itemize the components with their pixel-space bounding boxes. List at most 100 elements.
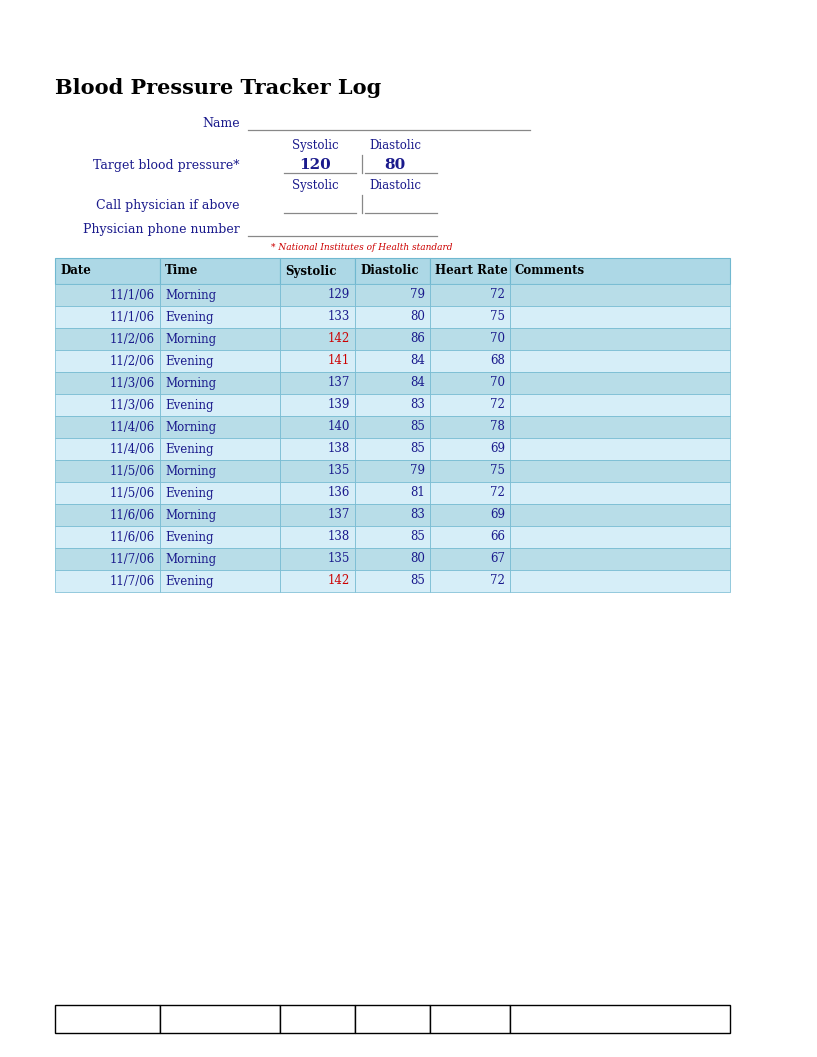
Text: 133: 133 xyxy=(328,311,350,323)
Text: 11/5/06: 11/5/06 xyxy=(109,486,155,500)
Text: Physician phone number: Physician phone number xyxy=(83,223,240,236)
Bar xyxy=(280,526,355,548)
Text: 72: 72 xyxy=(490,486,505,500)
Text: Comments: Comments xyxy=(515,264,585,278)
Text: 85: 85 xyxy=(410,575,425,588)
Text: 72: 72 xyxy=(490,398,505,411)
Text: 11/1/06: 11/1/06 xyxy=(109,311,155,323)
Text: Call physician if above: Call physician if above xyxy=(96,199,240,212)
Text: 85: 85 xyxy=(410,531,425,543)
Text: 68: 68 xyxy=(490,354,505,368)
Text: 140: 140 xyxy=(328,421,350,433)
Bar xyxy=(55,460,160,482)
Text: Morning: Morning xyxy=(165,508,217,521)
Text: 70: 70 xyxy=(490,376,505,389)
Bar xyxy=(160,328,280,350)
Bar xyxy=(160,350,280,372)
Text: 120: 120 xyxy=(299,157,331,172)
Bar xyxy=(160,504,280,526)
Bar xyxy=(355,305,430,328)
Text: 80: 80 xyxy=(410,553,425,565)
Bar xyxy=(55,504,160,526)
Text: 135: 135 xyxy=(328,464,350,478)
Bar xyxy=(55,438,160,460)
Text: Heart Rate: Heart Rate xyxy=(435,264,507,278)
Bar xyxy=(280,394,355,416)
Bar xyxy=(160,526,280,548)
Bar xyxy=(280,570,355,592)
Bar xyxy=(280,482,355,504)
Text: 67: 67 xyxy=(490,553,505,565)
Text: 84: 84 xyxy=(410,354,425,368)
Bar xyxy=(280,372,355,394)
Text: 79: 79 xyxy=(410,464,425,478)
Text: 11/2/06: 11/2/06 xyxy=(109,333,155,346)
Text: Date: Date xyxy=(60,264,91,278)
Bar xyxy=(510,1005,730,1033)
Text: 69: 69 xyxy=(490,443,505,456)
Text: Evening: Evening xyxy=(165,398,213,411)
Bar xyxy=(510,460,730,482)
Bar xyxy=(55,1005,160,1033)
Text: 139: 139 xyxy=(328,398,350,411)
Text: 137: 137 xyxy=(328,508,350,521)
Bar xyxy=(510,504,730,526)
Bar xyxy=(160,394,280,416)
Bar xyxy=(160,438,280,460)
Text: Name: Name xyxy=(203,117,240,130)
Bar xyxy=(160,548,280,570)
Text: 70: 70 xyxy=(490,333,505,346)
Text: 72: 72 xyxy=(490,289,505,301)
Bar xyxy=(55,258,160,284)
Bar xyxy=(355,416,430,438)
Text: 138: 138 xyxy=(328,443,350,456)
Bar xyxy=(510,372,730,394)
Bar xyxy=(430,258,510,284)
Text: Diastolic: Diastolic xyxy=(369,179,421,192)
Text: Evening: Evening xyxy=(165,354,213,368)
Text: 11/3/06: 11/3/06 xyxy=(109,398,155,411)
Text: Systolic: Systolic xyxy=(292,140,338,152)
Bar xyxy=(355,504,430,526)
Text: Evening: Evening xyxy=(165,531,213,543)
Text: Diastolic: Diastolic xyxy=(369,140,421,152)
Bar xyxy=(160,416,280,438)
Text: Evening: Evening xyxy=(165,486,213,500)
Bar xyxy=(510,416,730,438)
Text: Morning: Morning xyxy=(165,464,217,478)
Bar xyxy=(510,258,730,284)
Bar xyxy=(55,305,160,328)
Text: 129: 129 xyxy=(328,289,350,301)
Text: Morning: Morning xyxy=(165,421,217,433)
Bar xyxy=(430,482,510,504)
Bar xyxy=(160,258,280,284)
Text: 86: 86 xyxy=(410,333,425,346)
Text: 78: 78 xyxy=(490,421,505,433)
Bar xyxy=(510,570,730,592)
Text: 135: 135 xyxy=(328,553,350,565)
Text: 83: 83 xyxy=(410,398,425,411)
Text: Systolic: Systolic xyxy=(285,264,337,278)
Bar xyxy=(55,372,160,394)
Bar xyxy=(55,570,160,592)
Text: 11/7/06: 11/7/06 xyxy=(109,553,155,565)
Text: 11/4/06: 11/4/06 xyxy=(109,421,155,433)
Bar xyxy=(160,482,280,504)
Text: Morning: Morning xyxy=(165,376,217,389)
Bar xyxy=(510,328,730,350)
Text: 84: 84 xyxy=(410,376,425,389)
Text: 75: 75 xyxy=(490,311,505,323)
Bar xyxy=(160,284,280,305)
Text: 11/6/06: 11/6/06 xyxy=(109,531,155,543)
Text: 85: 85 xyxy=(410,421,425,433)
Text: 11/2/06: 11/2/06 xyxy=(109,354,155,368)
Text: * National Institutes of Health standard: * National Institutes of Health standard xyxy=(271,243,453,252)
Bar xyxy=(280,438,355,460)
Bar xyxy=(430,328,510,350)
Text: Time: Time xyxy=(165,264,199,278)
Text: Blood Pressure Tracker Log: Blood Pressure Tracker Log xyxy=(55,78,382,98)
Bar xyxy=(160,305,280,328)
Bar xyxy=(510,482,730,504)
Bar xyxy=(510,305,730,328)
Bar xyxy=(280,416,355,438)
